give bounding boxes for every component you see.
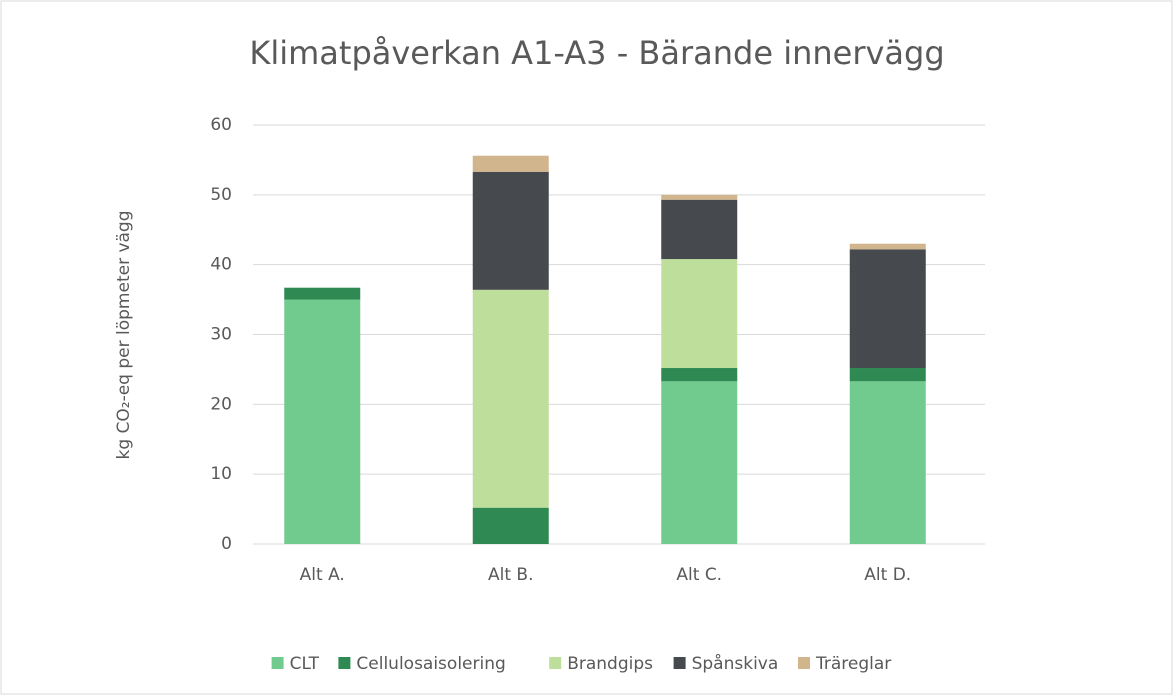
y-tick-label: 30 (210, 325, 232, 345)
y-tick-label: 0 (221, 534, 232, 554)
legend-label: Spånskiva (692, 653, 779, 674)
bar-segment (849, 243, 926, 250)
bar-segment (472, 507, 549, 544)
bar-segment (661, 259, 738, 369)
bar-segment (284, 287, 361, 300)
bar-segment (661, 199, 738, 260)
x-tick-label: Alt C. (676, 565, 722, 585)
bar-segment (284, 299, 361, 544)
legend-swatch (673, 657, 686, 669)
y-tick-label: 20 (210, 394, 232, 414)
y-axis-label: kg CO₂-eq per löpmeter vägg (114, 210, 134, 459)
x-tick-label: Alt A. (300, 565, 345, 585)
legend-swatch (338, 657, 351, 669)
legend-swatch (271, 657, 284, 669)
y-tick-label: 10 (210, 464, 232, 484)
x-tick-label: Alt B. (488, 565, 534, 585)
y-tick-label: 50 (210, 185, 232, 205)
bar-segment (661, 381, 738, 544)
bar-segment (472, 171, 549, 290)
legend-label: Träreglar (815, 654, 891, 674)
y-tick-label: 60 (210, 115, 232, 135)
bar-segment (472, 289, 549, 508)
y-tick-label: 40 (210, 255, 232, 275)
legend-swatch (798, 657, 810, 669)
bar-segment (661, 194, 738, 200)
legend-label: Brandgips (567, 654, 653, 674)
legend-label: Cellulosaisolering (356, 654, 505, 674)
bar-segment (849, 249, 926, 369)
bar-segment (661, 368, 738, 382)
chart-title: Klimatpåverkan A1-A3 - Bärande innervägg (249, 34, 944, 72)
bar-segment (472, 155, 549, 172)
bar-segment (849, 381, 926, 544)
bar-segment (849, 368, 926, 382)
legend-swatch (549, 657, 562, 669)
x-tick-label: Alt D. (864, 565, 911, 585)
legend-label: CLT (290, 654, 320, 674)
